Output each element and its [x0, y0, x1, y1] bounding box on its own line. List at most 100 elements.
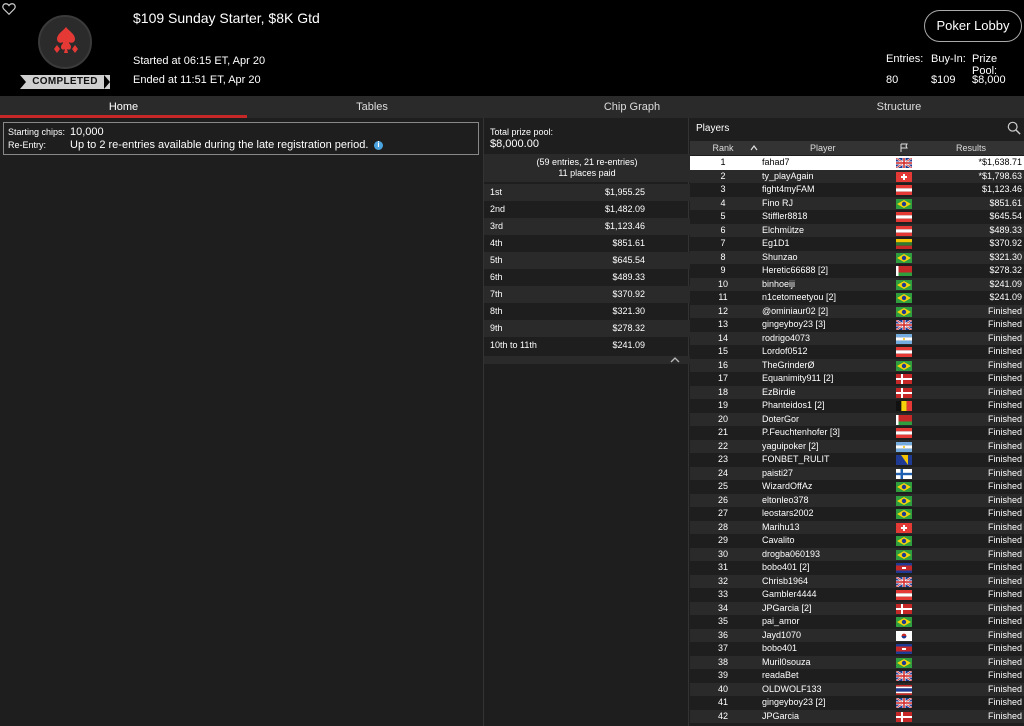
player-row[interactable]: 1 fahad7 *$1,638.71 [690, 156, 1024, 170]
player-rank: 27 [717, 508, 728, 518]
player-row[interactable]: 16 TheGrinderØ Finished [690, 358, 1024, 372]
player-rank: 42 [717, 710, 728, 721]
rank-column-header[interactable]: Rank [712, 143, 734, 153]
player-row[interactable]: 39 readaBet Finished [690, 669, 1024, 683]
player-result: $241.09 [989, 278, 1022, 289]
country-flag-icon [896, 428, 912, 438]
player-row[interactable]: 2 ty_playAgain *$1,798.63 [690, 169, 1024, 183]
player-row[interactable]: 4 Fino RJ $851.61 [690, 196, 1024, 210]
player-rank: 33 [717, 589, 728, 599]
player-rank: 13 [717, 319, 728, 329]
player-name: leostars2002 [762, 508, 814, 518]
player-row[interactable]: 25 WizardOffAz Finished [690, 480, 1024, 494]
player-row[interactable]: 30 drogba060193 Finished [690, 547, 1024, 561]
player-result: $851.61 [989, 197, 1022, 208]
player-row[interactable]: 15 Lordof0512 Finished [690, 345, 1024, 359]
home-panel: Starting chips: 10,000 Re-Entry: Up to 2 r… [0, 118, 482, 726]
player-name: Marihu13 [762, 521, 800, 532]
tournament-title: $109 Sunday Starter, $8K Gtd [133, 10, 320, 26]
info-icon[interactable] [374, 140, 384, 150]
player-result: Finished [987, 643, 1022, 653]
player-row[interactable]: 14 rodrigo4073 Finished [690, 331, 1024, 345]
player-row[interactable]: 22 yaguipoker [2] Finished [690, 439, 1024, 453]
player-name: fight4myFAM [762, 184, 815, 194]
payout-place: 1st [490, 187, 503, 197]
country-flag-icon [896, 536, 912, 546]
player-row[interactable]: 40 OLDWOLF133 Finished [690, 682, 1024, 696]
player-row[interactable]: 21 P.Feuchtenhofer [3] Finished [690, 426, 1024, 440]
player-row[interactable]: 31 bobo401 [2] Finished [690, 561, 1024, 575]
buyin-label: Buy-In: [931, 53, 966, 65]
player-row[interactable]: 23 FONBET_RULIT Finished [690, 453, 1024, 467]
country-flag-icon [896, 630, 912, 641]
player-row[interactable]: 19 Phanteidos1 [2] Finished [690, 399, 1024, 413]
player-row[interactable]: 35 pai_amor Finished [690, 615, 1024, 629]
entries-summary: (59 entries, 21 re-entries) 11 places pa… [484, 154, 690, 182]
payout-row: 4th $851.61 [484, 235, 690, 252]
total-prize-pool-value: $8,000.00 [490, 138, 539, 150]
player-row[interactable]: 20 DoterGor Finished [690, 412, 1024, 426]
player-rank: 3 [720, 184, 726, 194]
player-name: Jayd1070 [762, 629, 802, 640]
country-flag-icon [896, 441, 912, 452]
payout-collapse-bar[interactable] [484, 356, 690, 364]
player-row[interactable]: 37 bobo401 Finished [690, 642, 1024, 656]
player-row[interactable]: 11 n1cetomeetyou [2] $241.09 [690, 291, 1024, 305]
player-row[interactable]: 8 Shunzao $321.30 [690, 250, 1024, 264]
player-row[interactable]: 7 Eg1D1 $370.92 [690, 237, 1024, 251]
results-column-header[interactable]: Results [956, 143, 987, 153]
player-row[interactable]: 36 Jayd1070 Finished [690, 628, 1024, 642]
heart-icon[interactable] [2, 2, 16, 16]
player-name: WizardOffAz [762, 481, 813, 491]
country-flag-icon [896, 293, 912, 303]
player-row[interactable]: 28 Marihu13 Finished [690, 520, 1024, 534]
player-name: @ominiaur02 [2] [762, 305, 829, 316]
country-flag-icon [896, 347, 912, 357]
player-rank: 36 [717, 629, 728, 640]
country-flag-icon [896, 414, 912, 425]
player-row[interactable]: 38 Muril0souza Finished [690, 655, 1024, 669]
chevron-up-icon[interactable] [670, 356, 680, 364]
player-row[interactable]: 24 paisti27 Finished [690, 466, 1024, 480]
player-row[interactable]: 13 gingeyboy23 [3] Finished [690, 318, 1024, 332]
player-rank: 22 [717, 440, 728, 451]
player-row[interactable]: 9 Heretic66688 [2] $278.32 [690, 264, 1024, 278]
prize-pool-value: $8,000 [972, 74, 1006, 86]
player-row[interactable]: 3 fight4myFAM $1,123.46 [690, 183, 1024, 197]
player-row[interactable]: 32 Chrisb1964 Finished [690, 574, 1024, 588]
player-row[interactable]: 6 Elchmütze $489.33 [690, 223, 1024, 237]
player-row[interactable]: 42 JPGarcia Finished [690, 709, 1024, 723]
player-result: Finished [987, 521, 1022, 532]
player-rank: 38 [717, 656, 728, 667]
search-icon[interactable] [1007, 121, 1021, 135]
player-row[interactable]: 26 eltonleo378 Finished [690, 493, 1024, 507]
flag-icon[interactable] [899, 143, 909, 153]
country-flag-icon [896, 266, 912, 276]
tab-tables[interactable]: Tables [356, 101, 388, 113]
player-row[interactable]: 10 binhoeiji $241.09 [690, 277, 1024, 291]
country-flag-icon [896, 590, 912, 600]
country-flag-icon [896, 495, 912, 506]
tab-structure[interactable]: Structure [876, 101, 922, 113]
player-row[interactable]: 41 gingeyboy23 [2] Finished [690, 696, 1024, 710]
player-rank: 2 [720, 170, 726, 181]
start-time: Started at 06:15 ET, Apr 20 [133, 55, 266, 67]
country-flag-icon [895, 319, 913, 331]
player-result: Finished [987, 305, 1022, 316]
chevron-up-icon[interactable] [750, 145, 758, 151]
player-column-header[interactable]: Player [810, 143, 836, 153]
tab-chip-graph[interactable]: Chip Graph [603, 101, 661, 113]
country-flag-icon [896, 644, 912, 654]
tab-home[interactable]: Home [0, 96, 247, 118]
player-result: Finished [987, 467, 1022, 478]
poker-lobby-button[interactable]: Poker Lobby [924, 10, 1022, 42]
player-row[interactable]: 18 EzBirdie Finished [690, 385, 1024, 399]
player-row[interactable]: 27 leostars2002 Finished [690, 507, 1024, 521]
player-row[interactable]: 5 Stiffler8818 $645.54 [690, 210, 1024, 224]
player-row[interactable]: 12 @ominiaur02 [2] Finished [690, 304, 1024, 318]
player-row[interactable]: 33 Gambler4444 Finished [690, 588, 1024, 602]
player-row[interactable]: 34 JPGarcia [2] Finished [690, 601, 1024, 615]
player-row[interactable]: 29 Cavalito Finished [690, 534, 1024, 548]
player-name: gingeyboy23 [3] [762, 319, 826, 329]
player-row[interactable]: 17 Equanimity911 [2] Finished [690, 372, 1024, 386]
